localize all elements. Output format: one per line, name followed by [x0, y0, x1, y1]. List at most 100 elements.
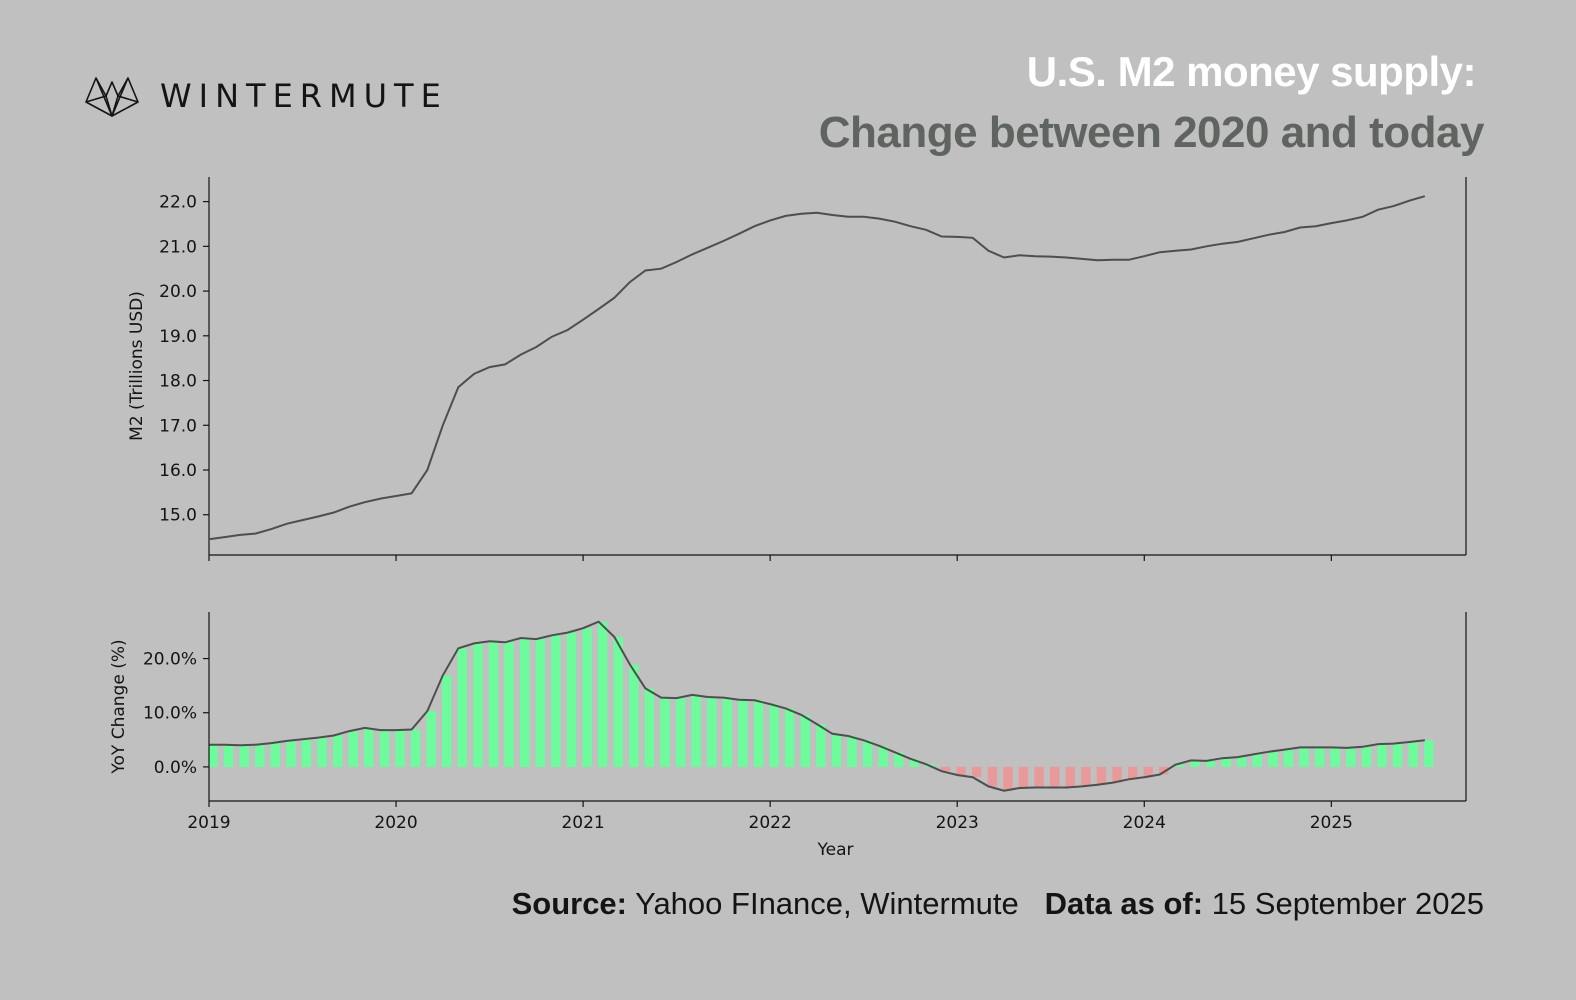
brand-name: WINTERMUTE — [160, 77, 448, 115]
yoy-bar-positive — [738, 699, 748, 767]
yoy-bar-positive — [1361, 746, 1372, 767]
yoy-bar-positive — [1315, 747, 1325, 767]
yoy-bar-positive — [784, 708, 795, 767]
m2-level-panel: 15.0 16.0 17.0 18.0 19.0 20.0 21.0 22.0 M2 (Tril… — [127, 177, 1467, 561]
yoy-bar-positive — [395, 730, 405, 767]
yoy-bar-positive — [816, 724, 826, 767]
yoy-bar-positive — [1252, 754, 1262, 767]
yoy-bar-positive — [847, 736, 857, 767]
top-y-tick-label: 16.0 — [159, 461, 197, 481]
yoy-bar-positive — [1346, 747, 1356, 767]
x-tick-label: 2025 — [1310, 813, 1353, 833]
wintermute-logo-icon — [85, 77, 139, 117]
yoy-bar-positive — [473, 643, 483, 767]
yoy-bar-positive — [660, 697, 670, 767]
x-tick-label: 2019 — [187, 813, 230, 833]
yoy-bar-negative — [940, 766, 951, 772]
yoy-bar-positive — [551, 635, 561, 767]
yoy-bar-positive — [255, 744, 265, 767]
yoy-bar-positive — [410, 729, 421, 767]
yoy-bar-positive — [457, 648, 467, 767]
x-tick-label: 2022 — [749, 813, 792, 833]
yoy-bar-positive — [317, 737, 327, 767]
top-y-tick-label: 20.0 — [159, 282, 197, 302]
yoy-bar-positive — [894, 752, 904, 767]
yoy-bar-positive — [1237, 757, 1247, 767]
yoy-bar-positive — [239, 745, 249, 767]
yoy-bar-positive — [1330, 747, 1340, 767]
top-y-tick-label: 22.0 — [159, 193, 197, 213]
yoy-bar-positive — [878, 745, 888, 767]
x-tick-label: 2023 — [936, 813, 979, 833]
yoy-bar-positive — [286, 740, 296, 767]
yoy-bar-positive — [722, 697, 732, 767]
yoy-bar-positive — [644, 688, 654, 767]
top-y-tick-label: 18.0 — [159, 372, 197, 392]
yoy-bar-negative — [1128, 766, 1138, 780]
x-tick-label: 2021 — [561, 813, 604, 833]
yoy-bar-positive — [520, 638, 530, 767]
yoy-bar-positive — [613, 636, 623, 767]
m2-series-line — [208, 195, 1426, 541]
bottom-y-tick-label: 10.0% — [143, 704, 197, 724]
yoy-bar-positive — [1377, 744, 1387, 767]
yoy-bar-positive — [379, 730, 390, 767]
bottom-y-tick-label: 0.0% — [154, 758, 197, 778]
yoy-bar-positive — [504, 642, 514, 767]
top-y-tick-label: 19.0 — [159, 327, 197, 347]
yoy-bar-negative — [1112, 766, 1122, 783]
yoy-bar-negative — [1143, 766, 1153, 778]
yoy-bar-negative — [956, 766, 966, 775]
yoy-bar-positive — [442, 675, 452, 767]
yoy-bar-positive — [1221, 758, 1231, 767]
yoy-bar-positive — [223, 744, 234, 767]
yoy-bar-negative — [1096, 766, 1107, 785]
yoy-bar-positive — [270, 743, 280, 767]
yoy-bar-negative — [972, 766, 982, 778]
yoy-bar-positive — [1268, 751, 1278, 767]
yoy-bar-positive — [597, 621, 608, 767]
yoy-bar-positive — [426, 711, 436, 767]
top-y-tick-label: 15.0 — [159, 506, 197, 526]
yoy-bar-positive — [862, 740, 873, 767]
top-y-tick-label: 21.0 — [159, 237, 197, 257]
top-y-axis-label: M2 (Trillions USD) — [127, 291, 147, 441]
x-tick-label: 2024 — [1123, 813, 1166, 833]
yoy-bar-positive — [1299, 747, 1309, 767]
yoy-bar-negative — [1018, 766, 1029, 788]
yoy-bar-positive — [535, 639, 545, 767]
source-value: Yahoo FInance, Wintermute — [635, 886, 1019, 921]
top-y-tick-label: 17.0 — [159, 416, 197, 436]
yoy-bar-positive — [769, 704, 779, 767]
yoy-bar-positive — [333, 735, 343, 767]
yoy-bar-negative — [1003, 766, 1013, 791]
yoy-bar-positive — [488, 641, 499, 767]
yoy-bar-positive — [1174, 764, 1185, 767]
bottom-y-axis-label: YoY Change (%) — [109, 639, 129, 774]
yoy-bar-positive — [208, 744, 218, 767]
chart-title-line1: U.S. M2 money supply: — [1026, 48, 1477, 95]
bottom-y-tick-label: 20.0% — [143, 650, 197, 670]
yoy-bar-positive — [691, 694, 701, 767]
yoy-bar-negative — [1159, 766, 1169, 775]
m2-chart: 15.0 16.0 17.0 18.0 19.0 20.0 21.0 22.0 M2 (Tril… — [109, 177, 1467, 860]
yoy-bar-positive — [1190, 760, 1200, 767]
yoy-bar-positive — [629, 664, 639, 767]
yoy-series-line — [209, 620, 1425, 792]
yoy-bar-positive — [364, 727, 374, 767]
date-label: Data as of: — [1044, 886, 1204, 921]
yoy-bar-positive — [831, 733, 842, 767]
yoy-bar-positive — [1392, 743, 1403, 767]
yoy-bar-negative — [1050, 766, 1060, 788]
yoy-bar-positive — [582, 628, 592, 767]
x-tick-label: 2020 — [374, 813, 417, 833]
yoy-bar-negative — [1065, 766, 1075, 788]
yoy-bar-positive — [348, 731, 358, 767]
yoy-bar-positive — [675, 698, 686, 767]
source-footer: Source: Yahoo FInance, Wintermute Data a… — [512, 886, 1484, 922]
yoy-bar-positive — [1424, 740, 1434, 767]
yoy-bar-negative — [1081, 766, 1091, 787]
yoy-bar-positive — [566, 632, 577, 767]
date-value: 15 September 2025 — [1211, 886, 1484, 921]
brand-logo: WINTERMUTE — [84, 74, 448, 118]
